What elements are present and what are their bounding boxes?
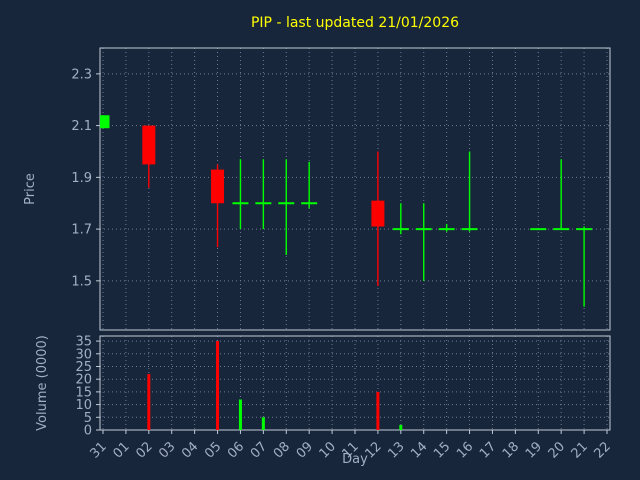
day-tick-label: 14 [408, 439, 430, 461]
volume-bar [147, 374, 151, 430]
day-tick-label: 10 [317, 439, 339, 461]
volume-panel-frame [99, 335, 611, 431]
day-tick-label: 08 [271, 439, 293, 461]
volume-bar [399, 424, 403, 430]
price-tick-label: 1.5 [71, 274, 92, 289]
volume-bar [216, 341, 220, 430]
day-tick-label: 16 [454, 439, 476, 461]
day-tick-label: 06 [225, 439, 247, 461]
day-tick-label: 05 [202, 439, 224, 461]
volume-tick-label: 15 [75, 385, 92, 400]
day-tick-label: 15 [431, 439, 453, 461]
chart-title: PIP - last updated 21/01/2026 [251, 15, 459, 31]
price-panel-frame [99, 47, 611, 331]
axis-ticks [96, 73, 608, 434]
grid [100, 48, 610, 431]
day-tick-label: 17 [477, 439, 499, 461]
volume-tick-label: 0 [84, 424, 92, 439]
candle-body [142, 125, 156, 165]
price-tick-label: 2.1 [71, 119, 92, 134]
volume-bars [147, 341, 403, 430]
price-tick-label: 2.3 [71, 67, 92, 82]
x-axis-label: Day [342, 452, 368, 467]
day-tick-label: 22 [592, 439, 614, 461]
candles [100, 115, 593, 307]
volume-axis-label: Volume (0000) [35, 335, 50, 431]
day-tick-label: 13 [385, 439, 407, 461]
candle-body [371, 200, 385, 227]
volume-tick-label: 10 [75, 398, 92, 413]
day-tick-label: 31 [88, 439, 110, 461]
price-tick-label: 1.9 [71, 171, 92, 186]
day-tick-label: 21 [569, 439, 591, 461]
volume-bar [376, 391, 380, 430]
day-tick-label: 02 [133, 439, 155, 461]
volume-tick-label: 20 [75, 373, 92, 388]
candle-body [100, 115, 110, 129]
day-tick-label: 03 [156, 439, 178, 461]
price-axis-label: Price [23, 173, 38, 205]
day-tick-label: 19 [523, 439, 545, 461]
candle-body [211, 169, 225, 204]
price-tick-label: 1.7 [71, 223, 92, 238]
day-tick-label: 18 [500, 439, 522, 461]
day-tick-label: 20 [546, 439, 568, 461]
day-tick-label: 01 [110, 439, 132, 461]
day-tick-label: 09 [294, 439, 316, 461]
volume-bar [261, 417, 265, 430]
volume-tick-label: 25 [75, 360, 92, 375]
day-tick-label: 04 [179, 439, 201, 461]
volume-tick-label: 35 [75, 335, 92, 350]
volume-bar [238, 399, 242, 430]
volume-tick-label: 5 [84, 411, 92, 426]
day-tick-label: 07 [248, 439, 270, 461]
volume-tick-label: 30 [75, 347, 92, 362]
